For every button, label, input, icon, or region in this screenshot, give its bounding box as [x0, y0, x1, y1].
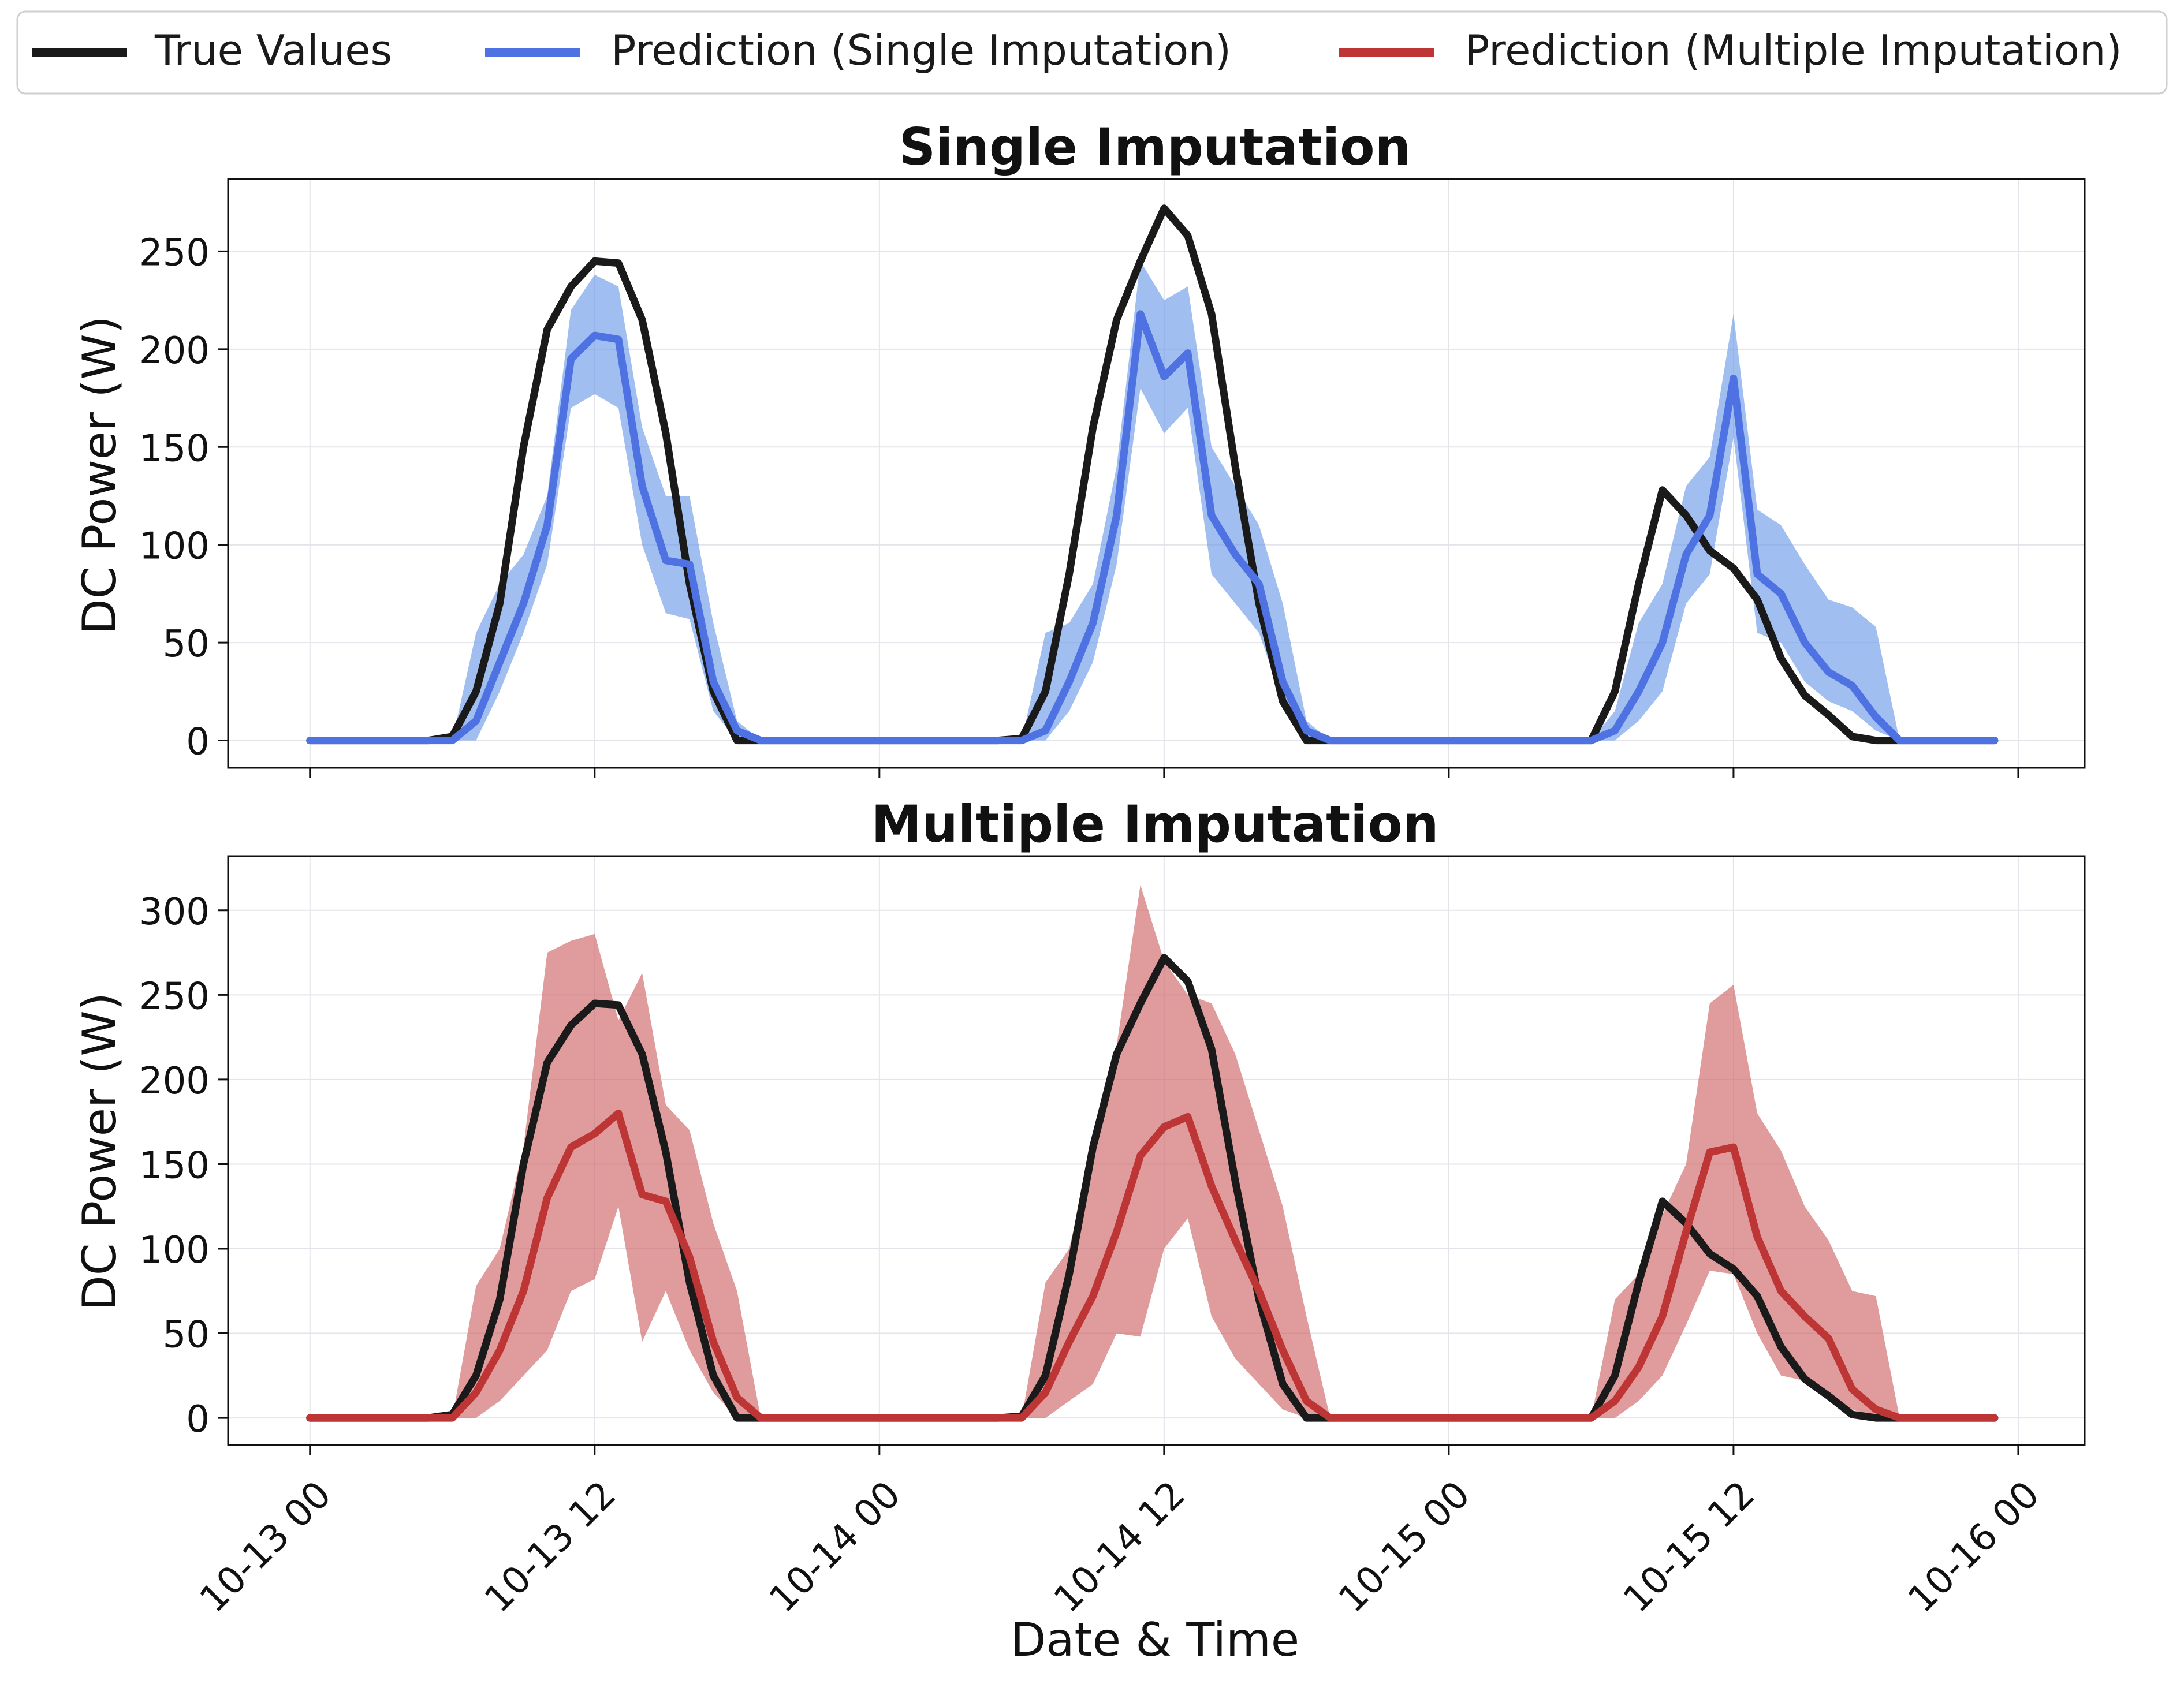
x-tick-label: 10-14 00 [761, 1473, 909, 1621]
panel-title-multiple: Multiple Imputation [871, 794, 1439, 854]
legend-label-true-values: True Values [154, 26, 392, 74]
axes-frame-multiple [227, 855, 2086, 1446]
panel-multiple-imputation: Multiple Imputation DC Power (W) Date & … [73, 794, 2086, 1667]
x-tick-label: 10-13 00 [192, 1473, 340, 1621]
y-tick-label: 100 [139, 525, 210, 568]
axes-frame-single [227, 178, 2086, 769]
y-tick-label: 150 [139, 1144, 210, 1187]
plot-area-multiple [306, 884, 1999, 1422]
y-tick-label: 0 [186, 721, 210, 764]
legend: True Values Prediction (Single Imputatio… [16, 10, 2168, 95]
uncertainty-band-multiple [310, 884, 1995, 1418]
y-tick-label: 0 [186, 1398, 210, 1441]
legend-label-single: Prediction (Single Imputation) [611, 26, 1231, 74]
uncertainty-band-single [310, 261, 1995, 741]
legend-label-multiple: Prediction (Multiple Imputation) [1464, 26, 2122, 74]
plot-area-single [306, 204, 1999, 745]
series-line-true-values-multiple [306, 954, 1999, 1422]
y-tick-label: 100 [139, 1229, 210, 1272]
y-tick-label: 150 [139, 427, 210, 470]
x-tick-label: 10-15 00 [1330, 1473, 1478, 1621]
y-tick-label: 200 [139, 1060, 210, 1103]
y-tick-label: 250 [139, 231, 210, 274]
y-tick-label: 200 [139, 330, 210, 372]
y-axis-label-single: DC Power (W) [73, 316, 126, 634]
series-line-prediction-single [306, 310, 1999, 745]
y-tick-label: 250 [139, 975, 210, 1018]
x-tick-label: 10-15 12 [1615, 1473, 1763, 1621]
y-tick-label: 50 [163, 623, 210, 666]
series-line-prediction-multiple [306, 1110, 1999, 1422]
x-axis-label: Date & Time [1011, 1613, 1299, 1667]
panel-single-imputation: Single Imputation DC Power (W) 0 50 100 150… [73, 117, 2086, 778]
series-line-true-values-single [306, 204, 1999, 745]
x-tick-label: 10-14 12 [1046, 1473, 1194, 1621]
x-tick-label: 10-16 00 [1900, 1473, 2048, 1621]
y-tick-label: 50 [163, 1314, 210, 1357]
y-tick-label: 300 [139, 891, 210, 934]
x-tick-label: 10-13 12 [476, 1473, 624, 1621]
legend-frame [16, 10, 2168, 95]
y-axis-label-multiple: DC Power (W) [73, 992, 126, 1311]
panel-title-single: Single Imputation [899, 117, 1411, 177]
